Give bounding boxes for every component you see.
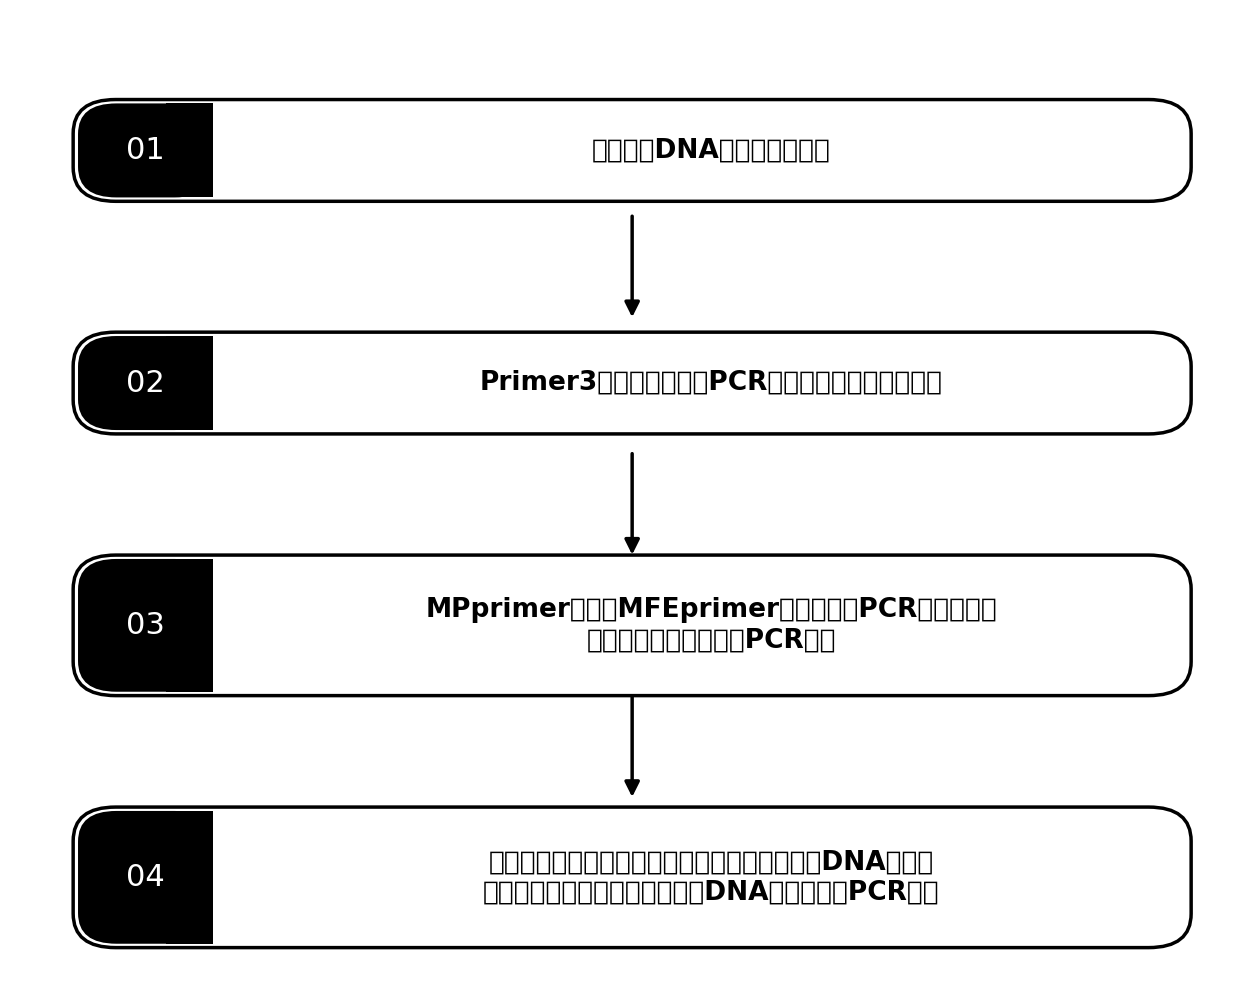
Text: 改变引物筛选参数再次对未能设计出引物的目标DNA序列进
行设计和筛选最终获得所有目标DNA序列的多重PCR引物: 改变引物筛选参数再次对未能设计出引物的目标DNA序列进 行设计和筛选最终获得所有…	[482, 850, 940, 905]
FancyBboxPatch shape	[73, 332, 1192, 434]
FancyBboxPatch shape	[73, 555, 1192, 695]
Text: 获取目标DNA序列的原始序列: 获取目标DNA序列的原始序列	[591, 137, 831, 163]
Text: Primer3对目标序列进行PCR引物设计并生成候选引物: Primer3对目标序列进行PCR引物设计并生成候选引物	[480, 370, 942, 396]
Text: 03: 03	[126, 611, 165, 640]
FancyBboxPatch shape	[78, 811, 213, 944]
Bar	[166, 336, 213, 430]
FancyBboxPatch shape	[73, 807, 1192, 947]
Text: 02: 02	[126, 369, 165, 398]
FancyBboxPatch shape	[78, 336, 213, 430]
Text: MPprimer系统或MFEprimer系统对多重PCR引物进行评
估并筛选出合格的多重PCR引物: MPprimer系统或MFEprimer系统对多重PCR引物进行评 估并筛选出合…	[425, 597, 997, 654]
FancyBboxPatch shape	[73, 100, 1192, 202]
Bar	[166, 104, 213, 198]
Text: 01: 01	[126, 135, 165, 165]
Text: 04: 04	[126, 862, 165, 892]
Bar	[166, 559, 213, 691]
FancyBboxPatch shape	[78, 104, 213, 198]
FancyBboxPatch shape	[78, 559, 213, 691]
Bar	[166, 811, 213, 944]
